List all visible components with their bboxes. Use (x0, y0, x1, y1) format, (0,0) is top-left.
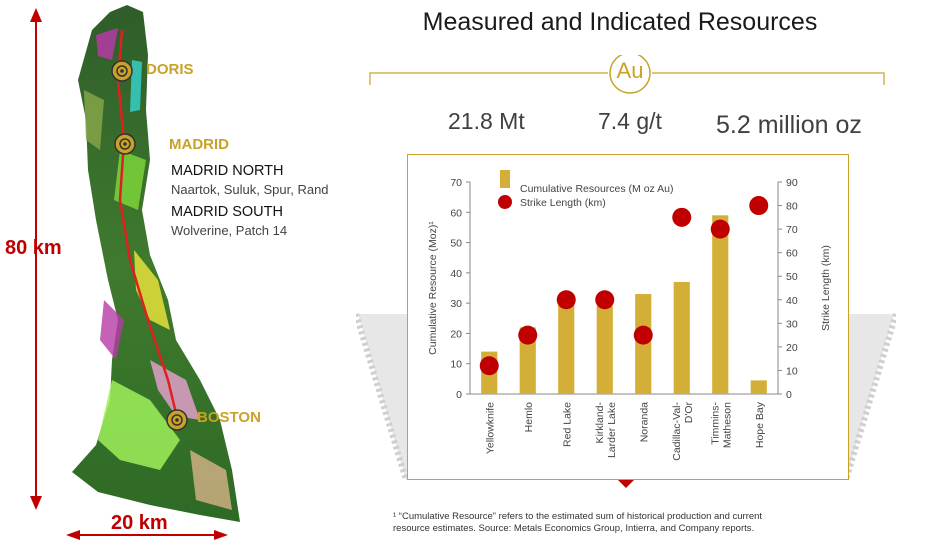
madrid-north-deposits: Naartok, Suluk, Spur, Rand (171, 182, 329, 197)
legend-bar-label: Cumulative Resources (M oz Au) (520, 183, 673, 195)
legend-point-label: Strike Length (km) (520, 197, 606, 209)
right-tick-label: 10 (786, 365, 798, 377)
y-axis-label: Cumulative Resource (Moz)¹ (427, 221, 439, 355)
strike-point-3 (556, 290, 576, 310)
footnote: ¹ “Cumulative Resource” refers to the es… (393, 511, 913, 535)
lithology-pink (150, 360, 200, 420)
doris-label: DORIS (146, 61, 194, 78)
lithology-lime-2 (98, 380, 180, 470)
arrow-left-icon (66, 530, 80, 540)
right-tick-label: 40 (786, 295, 798, 307)
bar-7 (712, 215, 729, 394)
grade-stat: 7.4 g/t (598, 108, 662, 134)
bar-6 (673, 281, 690, 394)
horizontal-scale-label: 20 km (111, 512, 168, 534)
tonnage-stat: 21.8 Mt (448, 108, 525, 134)
right-tick-label: 30 (786, 318, 798, 330)
legend-point-swatch (498, 195, 512, 209)
madrid-south-title: MADRID SOUTH (171, 204, 283, 220)
strike-point-1 (479, 356, 499, 376)
arrow-down-icon (30, 496, 42, 510)
chart-svg: 0 10 20 30 40 50 60 70 0 10 20 30 40 50 60 70 80 90 Cumula… (427, 170, 832, 461)
madrid-south-deposits: Wolverine, Patch 14 (171, 223, 288, 238)
boston-label: BOSTON (197, 409, 261, 426)
madrid-north-title: MADRID NORTH (171, 163, 284, 179)
bar-4 (596, 306, 613, 394)
strike-point-5 (633, 325, 653, 345)
lithology-olive (84, 90, 104, 150)
lithology-magenta-2 (100, 300, 124, 360)
bar-3 (558, 303, 575, 394)
left-tick-label: 70 (450, 177, 462, 189)
strike-point-7 (710, 219, 730, 239)
footnote-line-1: ¹ “Cumulative Resource” refers to the es… (393, 511, 763, 522)
category-label-4: Kirkland-Larder Lake (594, 402, 618, 459)
right-tick-label: 70 (786, 224, 798, 236)
au-badge: Au (616, 58, 644, 83)
strike-point-2 (518, 325, 538, 345)
left-tick-label: 40 (450, 268, 462, 280)
right-tick-label: 90 (786, 177, 798, 189)
doris-marker-icon (111, 60, 133, 82)
y-axis-right-label: Strike Length (km) (820, 245, 832, 331)
right-tick-label: 0 (786, 389, 792, 401)
footnote-line-2: resource estimates. Source: Metals Econo… (393, 523, 755, 534)
resource-chart: 0 10 20 30 40 50 60 70 0 10 20 30 40 50 60 70 80 90 Cumula… (407, 154, 849, 480)
right-tick-label: 60 (786, 248, 798, 260)
left-tick-label: 30 (450, 298, 462, 310)
left-tick-label: 0 (456, 389, 462, 401)
category-label-8: Hope Bay (754, 401, 766, 448)
madrid-label: MADRID (169, 136, 229, 153)
category-label-1: Yellowknife (484, 402, 496, 454)
fault-line (116, 29, 182, 431)
category-label-6: Cadillac-Val-D'Or (671, 402, 695, 461)
lithology-magenta (96, 28, 118, 60)
right-tick-label: 20 (786, 342, 798, 354)
left-tick-label: 20 (450, 328, 462, 340)
page-title: Measured and Indicated Resources (422, 8, 818, 36)
category-label-2: Hemlo (523, 402, 535, 433)
arrow-up-icon (30, 8, 42, 22)
category-label-5: Noranda (638, 402, 650, 442)
left-tick-label: 10 (450, 359, 462, 371)
category-label-3: Red Lake (561, 402, 573, 447)
lithology-tan (190, 450, 232, 510)
ounces-stat: 5.2 million oz (716, 111, 862, 139)
strike-point-8 (749, 196, 769, 216)
category-label-7: Timmins-Matheson (709, 402, 733, 449)
vertical-scale-label: 80 km (5, 237, 62, 259)
bar-2 (519, 327, 536, 394)
left-tick-label: 60 (450, 207, 462, 219)
legend-bar-swatch (500, 170, 510, 188)
right-tick-label: 80 (786, 201, 798, 213)
madrid-marker-icon (114, 133, 136, 155)
lithology-yellow (134, 250, 170, 330)
boston-marker-icon (166, 409, 188, 431)
left-tick-label: 50 (450, 238, 462, 250)
arrow-right-icon (214, 530, 228, 540)
gold-bracket (369, 55, 885, 94)
right-tick-label: 50 (786, 271, 798, 283)
bar-8 (750, 380, 767, 394)
strike-point-6 (672, 207, 692, 227)
strike-point-4 (595, 290, 615, 310)
geology-map: DORIS MADRID BOSTON MADRID NORTH Naartok… (0, 0, 360, 543)
lithology-cyan (130, 60, 142, 112)
